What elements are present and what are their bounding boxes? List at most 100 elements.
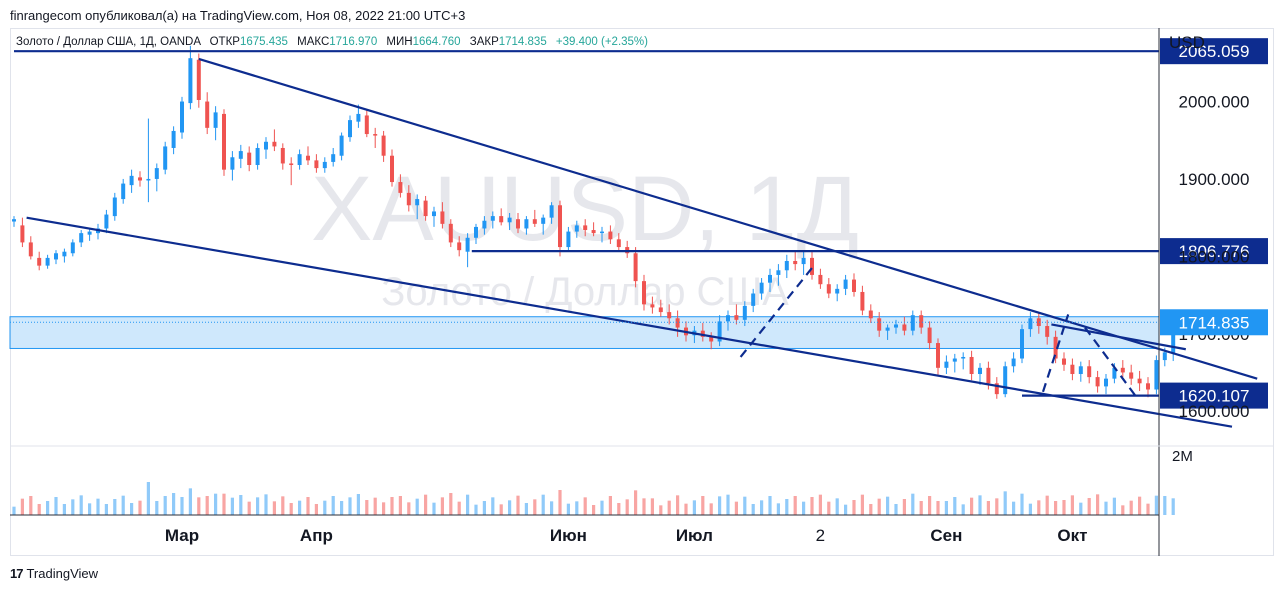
close-value: 1714.835: [499, 36, 547, 48]
volume-bar: [659, 505, 663, 515]
volume-bar: [642, 498, 646, 515]
candle-body: [574, 225, 579, 232]
candle-body: [54, 253, 58, 260]
high-value: 1716.970: [329, 36, 377, 48]
candle-body: [474, 226, 478, 238]
candle-body: [104, 214, 109, 229]
candle-body: [1045, 326, 1050, 337]
volume-bar: [398, 496, 402, 515]
candle-body: [432, 211, 436, 217]
price-tag: [1160, 382, 1268, 409]
trendline[interactable]: [1051, 323, 1186, 351]
volume-bar: [852, 500, 856, 515]
volume-bar: [71, 499, 75, 515]
volume-bar: [810, 497, 814, 515]
dashed-projection[interactable]: [739, 267, 813, 358]
candle-body: [1120, 367, 1125, 373]
candle-body: [348, 120, 352, 138]
candle-body: [759, 282, 764, 294]
trendline[interactable]: [198, 57, 1258, 380]
candle-body: [398, 182, 403, 193]
volume-bar: [508, 500, 512, 515]
candle-body: [524, 219, 529, 229]
publisher-line: finrangecom опубликовал(а) на TradingVie…: [10, 8, 466, 23]
volume-bar: [961, 504, 965, 515]
candle-body: [818, 274, 823, 285]
candle-body: [70, 242, 75, 254]
change-value: +39.400 (+2.35%): [556, 36, 648, 48]
volume-bar: [676, 495, 680, 515]
volume-bar: [424, 494, 428, 515]
candle-body: [532, 219, 537, 224]
volume-bar: [482, 501, 486, 515]
volume-bar: [944, 501, 948, 515]
volume-bar: [592, 505, 596, 515]
volume-bar: [709, 503, 713, 515]
candle-body: [994, 383, 999, 395]
candle-body: [734, 315, 739, 320]
candle-body: [440, 211, 445, 224]
volume-bar: [113, 499, 117, 515]
volume-bar: [936, 501, 940, 515]
volume-bar: [1003, 491, 1007, 515]
candle-body: [423, 200, 428, 217]
volume-bar: [1104, 501, 1108, 515]
volume-bar: [1171, 498, 1175, 515]
high-label: МАКС: [297, 36, 329, 48]
candle-body: [339, 135, 344, 156]
volume-bar: [1096, 494, 1100, 515]
candle-body: [280, 147, 285, 164]
volume-bar: [978, 495, 982, 515]
volume-bar: [768, 496, 772, 515]
volume-bar: [180, 497, 184, 515]
volume-bar: [365, 500, 369, 515]
price-chart[interactable]: XAUUSD, 1Д Золото / Доллар США 2065.0591…: [0, 0, 1280, 560]
chart-frame: [10, 28, 1274, 556]
candle-body: [1087, 366, 1092, 378]
volume-bar: [230, 497, 234, 515]
trendline[interactable]: [26, 216, 1233, 428]
candle-body: [877, 318, 882, 331]
candle-body: [364, 115, 369, 135]
candle-body: [667, 312, 672, 319]
volume-bar: [138, 500, 142, 515]
candle-body: [919, 315, 924, 328]
candle-body: [1036, 318, 1041, 327]
volume-bar: [474, 504, 478, 515]
volume-bar: [62, 504, 66, 515]
candle-body: [969, 356, 974, 375]
candle-body: [1154, 360, 1159, 390]
dashed-projection[interactable]: [1041, 314, 1070, 393]
candle-body: [12, 219, 16, 222]
candle-body: [910, 315, 915, 331]
volume-bar: [608, 496, 612, 515]
volume-bar: [331, 496, 335, 515]
candle-body: [264, 141, 268, 150]
volume-bar: [743, 496, 747, 515]
y-tick-label: 1800.000: [1179, 247, 1250, 266]
candle-body: [902, 324, 907, 331]
support-zone[interactable]: [9, 316, 1160, 349]
volume-bar: [634, 490, 638, 515]
volume-bar: [440, 497, 444, 515]
volume-bar: [340, 501, 344, 515]
volume-bar: [1121, 505, 1125, 515]
volume-bar: [827, 501, 831, 515]
candle-body: [87, 231, 92, 235]
volume-bar: [1028, 503, 1032, 515]
volume-bar: [1012, 501, 1016, 515]
volume-bar: [415, 498, 419, 515]
tradingview-logo[interactable]: 17 TradingView: [10, 566, 98, 581]
volume-bar: [911, 493, 915, 515]
candle-body: [658, 307, 663, 313]
brand-label: TradingView: [26, 566, 99, 581]
candle-body: [331, 154, 336, 162]
candle-body: [558, 205, 562, 248]
volume-bar: [264, 494, 268, 515]
symbol-legend: Золото / Доллар США, 1Д, OANDA ОТКР1675.…: [16, 36, 648, 48]
candle-body: [894, 324, 898, 328]
volume-bar: [466, 494, 470, 515]
candle-body: [826, 284, 831, 294]
x-tick-label: Июн: [550, 526, 587, 545]
volume-bar: [46, 501, 50, 515]
